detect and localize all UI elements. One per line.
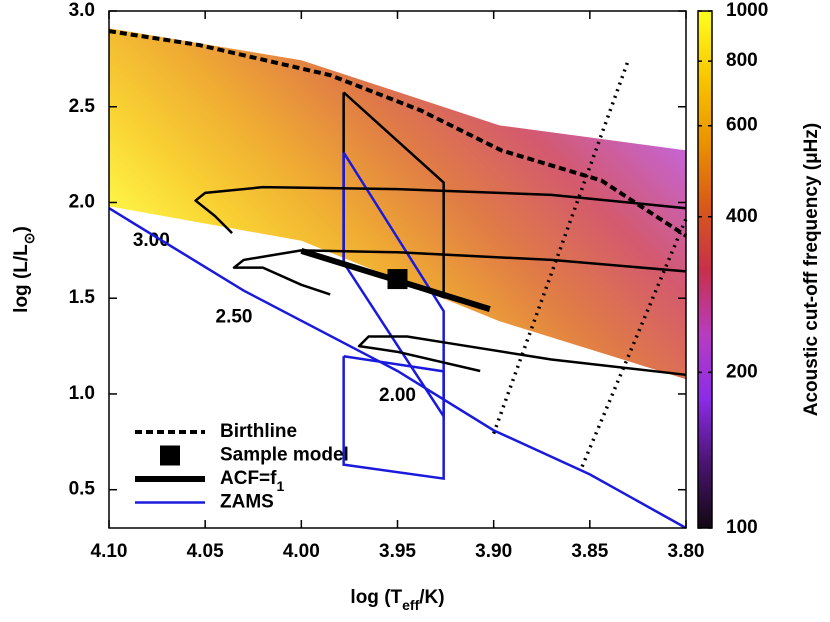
- colorbar-tick-label: 600: [726, 115, 758, 136]
- legend-marker: [160, 445, 180, 466]
- y-axis-label-part: ⊙: [21, 233, 37, 245]
- model-region: [109, 28, 686, 380]
- evolution-track: [194, 185, 687, 235]
- track-label: 2.50: [216, 306, 253, 327]
- y-axis-label: log (L/L⊙): [11, 226, 37, 313]
- legend-label: Birthline: [220, 421, 297, 442]
- x-tick-label: 3.85: [571, 541, 608, 562]
- evolution-track: [232, 249, 687, 296]
- y-tick-label: 0.5: [69, 479, 96, 500]
- x-tick-label: 4.10: [91, 541, 128, 562]
- y-axis-label-part: ): [11, 226, 32, 232]
- x-tick-label: 3.90: [475, 541, 512, 562]
- x-axis-label-part: log (T: [350, 587, 402, 608]
- colorbar-tick-label: 400: [726, 206, 758, 227]
- legend-label: ZAMS: [220, 492, 274, 513]
- dotted-line: [580, 218, 688, 468]
- legend-label-part: ACF=f: [220, 468, 277, 489]
- x-axis-label-part: eff: [402, 597, 419, 613]
- colorbar-label: Acoustic cut-off frequency (μHz): [801, 123, 822, 416]
- track-label: 3.00: [133, 230, 170, 251]
- box-outline: [342, 355, 445, 481]
- legend-label: ACF=f1: [220, 468, 284, 494]
- y-tick-label: 2.5: [69, 96, 96, 117]
- x-tick-label: 3.95: [379, 541, 416, 562]
- series-line: [108, 207, 687, 530]
- x-tick-label: 3.80: [668, 541, 705, 562]
- series-line: [108, 29, 688, 238]
- colorbar: [697, 10, 713, 529]
- colorbar-tick-label: 800: [726, 50, 758, 71]
- track-label: 2.00: [379, 385, 416, 406]
- series-line: [300, 248, 491, 313]
- legend-label: Sample model: [220, 445, 349, 466]
- x-axis-label-part: /K): [419, 587, 444, 608]
- colorbar-tick-label: 100: [726, 517, 758, 538]
- x-tick-label: 4.00: [283, 541, 320, 562]
- y-tick-label: 2.0: [69, 191, 95, 212]
- x-tick-label: 4.05: [187, 541, 224, 562]
- y-axis-label-part: log (L/L: [11, 244, 32, 313]
- y-tick-label: 1.0: [69, 383, 95, 404]
- dotted-line: [492, 59, 630, 435]
- y-tick-label: 3.0: [69, 0, 95, 21]
- legend-label-part: 1: [276, 478, 284, 494]
- y-tick-label: 1.5: [69, 287, 96, 308]
- evolution-track: [357, 335, 687, 377]
- colorbar-tick-label: 1000: [726, 0, 768, 21]
- colorbar-tick-label: 200: [726, 361, 758, 382]
- x-axis-label: log (Teff/K): [350, 587, 444, 613]
